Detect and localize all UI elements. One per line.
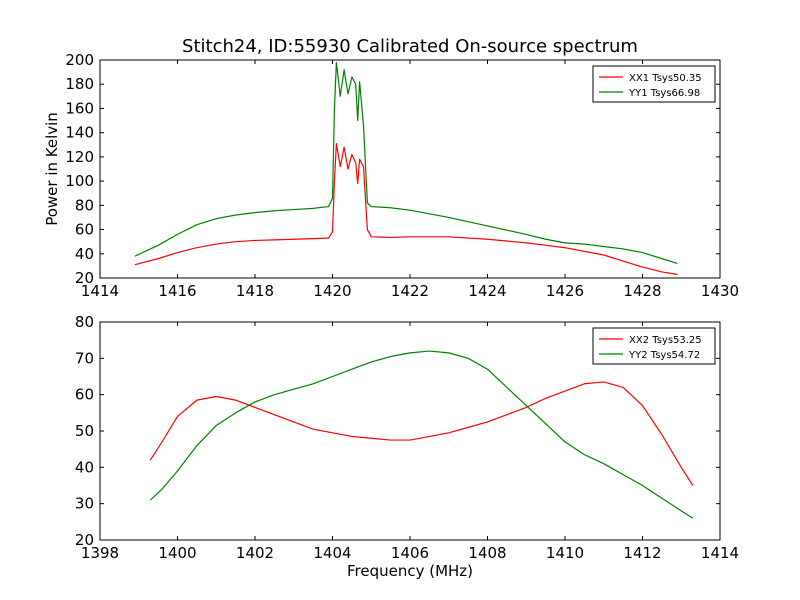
legend-label: XX2 Tsys53.25 (629, 335, 702, 346)
y-tick-label: 50 (75, 422, 94, 440)
y-tick-label: 70 (75, 349, 94, 367)
x-tick-label: 1412 (623, 544, 661, 562)
x-tick-label: 1414 (81, 282, 119, 300)
y-tick-label: 20 (75, 531, 94, 549)
legend-label: YY1 Tsys66.98 (628, 88, 700, 99)
x-tick-label: 1400 (158, 544, 196, 562)
y-tick-label: 120 (65, 148, 94, 166)
x-axis-label: Frequency (MHz) (347, 562, 473, 580)
x-tick-label: 1416 (158, 282, 196, 300)
y-tick-label: 40 (75, 245, 94, 263)
y-axis-label: Power in Kelvin (43, 112, 61, 226)
x-tick-label: 1406 (391, 544, 429, 562)
legend-label: YY2 Tsys54.72 (628, 350, 700, 361)
bottom-legend: XX2 Tsys53.25 YY2 Tsys54.72 (592, 327, 716, 365)
legend-box (592, 327, 716, 365)
bottom-series-line-1 (149, 381, 694, 486)
x-tick-label: 1402 (236, 544, 274, 562)
y-tick-label: 30 (75, 495, 94, 513)
legend-label: XX1 Tsys50.35 (629, 73, 702, 84)
x-tick-label: 1410 (546, 544, 584, 562)
top-series-line-2 (134, 61, 678, 265)
y-tick-label: 80 (75, 196, 94, 214)
x-tick-label: 1420 (313, 282, 351, 300)
x-tick-label: 1422 (391, 282, 429, 300)
x-tick-label: 1404 (313, 544, 351, 562)
x-tick-label: 1398 (81, 544, 119, 562)
x-tick-label: 1424 (468, 282, 506, 300)
y-tick-label: 80 (75, 313, 94, 331)
legend-box (592, 65, 716, 103)
top-series-line-1 (134, 142, 678, 275)
y-tick-label: 140 (65, 124, 94, 142)
bottom-series-line-2 (149, 350, 694, 519)
y-tick-label: 200 (65, 51, 94, 69)
top-plot: 1414 1416 1418 1420 1422 1424 1426 1428 1430 20 40… (65, 51, 739, 300)
y-tick-label: 20 (75, 269, 94, 287)
y-tick-label: 40 (75, 458, 94, 476)
chart-title: Stitch24, ID:55930 Calibrated On-source … (182, 36, 638, 57)
x-tick-label: 1430 (701, 282, 739, 300)
x-tick-label: 1408 (468, 544, 506, 562)
y-tick-label: 100 (65, 172, 94, 190)
bottom-plot: 1398 1400 1402 1404 1406 1408 1410 1412 1414 20 30… (75, 313, 739, 562)
y-tick-label: 60 (75, 221, 94, 239)
y-tick-label: 160 (65, 99, 94, 117)
x-tick-label: 1414 (701, 544, 739, 562)
y-tick-label: 180 (65, 75, 94, 93)
x-tick-label: 1426 (546, 282, 584, 300)
x-tick-label: 1428 (623, 282, 661, 300)
y-tick-label: 60 (75, 386, 94, 404)
x-tick-label: 1418 (236, 282, 274, 300)
top-legend: XX1 Tsys50.35 YY1 Tsys66.98 (592, 65, 716, 103)
